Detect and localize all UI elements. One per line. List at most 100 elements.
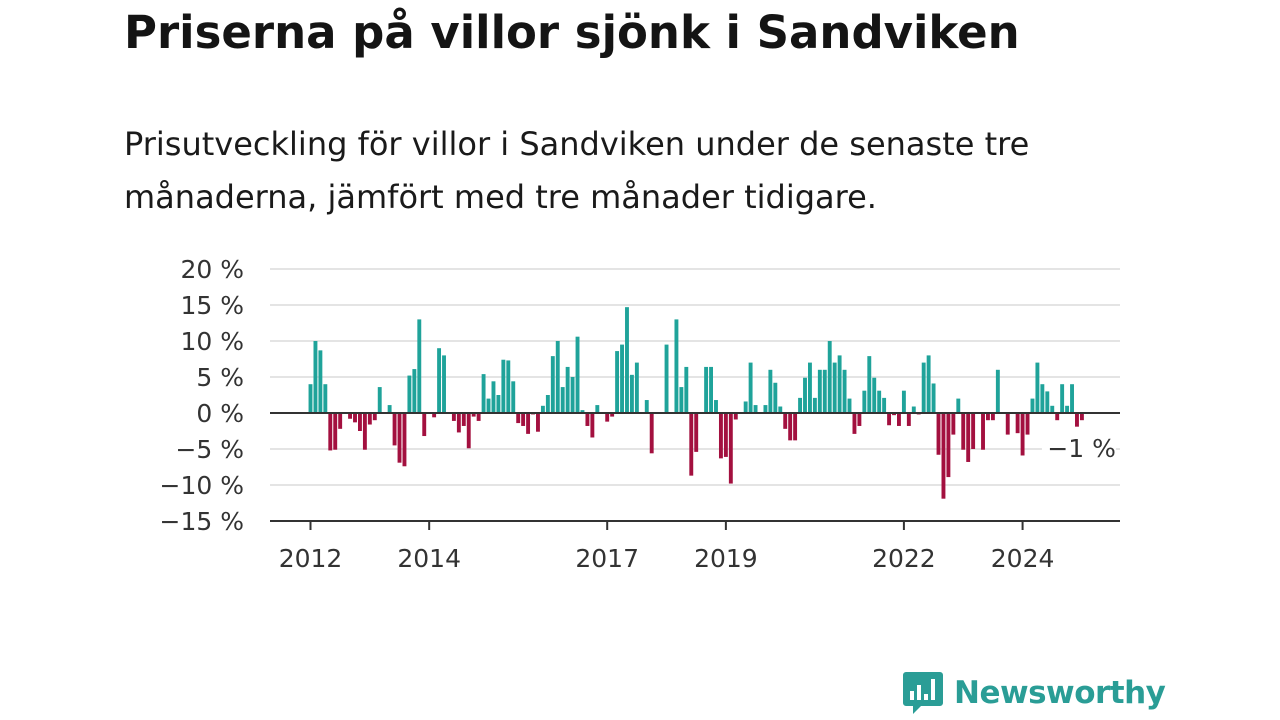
bar — [743, 401, 748, 413]
bar — [1005, 413, 1010, 435]
y-tick-label: 5 % — [196, 363, 244, 392]
bar — [392, 413, 397, 446]
bar — [852, 413, 857, 434]
bar — [372, 413, 377, 421]
bar — [540, 405, 545, 413]
bar — [585, 413, 590, 426]
axes — [270, 412, 1120, 530]
bars — [308, 307, 1084, 499]
bar — [664, 344, 669, 413]
bar — [565, 366, 570, 413]
bar — [338, 413, 343, 429]
bar — [367, 413, 372, 425]
bar — [511, 381, 516, 413]
brand-name: Newsworthy — [954, 675, 1166, 711]
bar — [595, 405, 600, 413]
bar — [718, 413, 723, 459]
bar — [926, 355, 931, 413]
bar — [545, 395, 550, 413]
bar — [684, 366, 689, 413]
bar — [417, 319, 422, 413]
bar — [308, 384, 313, 413]
x-tick-label: 2024 — [991, 544, 1055, 573]
x-tick-label: 2017 — [575, 544, 639, 573]
bar — [753, 405, 758, 413]
newsworthy-logo: Newsworthy — [902, 670, 1166, 716]
bar — [1065, 405, 1070, 413]
bar — [649, 413, 654, 454]
bar — [709, 366, 713, 413]
bar — [1070, 384, 1074, 413]
bar — [1075, 413, 1079, 427]
y-tick-label: −5 % — [175, 435, 244, 464]
bar — [674, 319, 679, 413]
bar — [793, 413, 798, 441]
bar — [1040, 384, 1045, 413]
bar — [733, 413, 738, 420]
bar — [788, 413, 793, 441]
bar — [842, 369, 847, 413]
bar — [882, 397, 887, 413]
bar — [476, 413, 481, 421]
bar — [679, 387, 684, 413]
bar — [560, 387, 565, 413]
bar — [333, 413, 338, 450]
bar — [481, 374, 486, 413]
bar — [362, 413, 367, 450]
bar — [990, 413, 995, 421]
bar — [432, 413, 437, 418]
annotation-background — [1041, 431, 1116, 462]
bar — [714, 400, 718, 413]
bar — [941, 413, 946, 499]
bar — [496, 395, 501, 413]
chart-subtitle: Prisutveckling för villor i Sandviken un… — [124, 125, 1030, 216]
bar — [971, 413, 976, 449]
bar — [689, 413, 694, 476]
last-value-label: −1 % — [1047, 434, 1116, 463]
bar — [644, 400, 649, 413]
bar — [877, 390, 882, 413]
x-tick-label: 2022 — [872, 544, 936, 573]
bar — [377, 387, 382, 413]
bar — [798, 397, 803, 413]
bar — [931, 383, 936, 413]
newsworthy-logo-icon — [903, 672, 943, 714]
bar — [313, 341, 318, 413]
bar — [694, 413, 699, 452]
bar — [847, 398, 852, 413]
bar — [812, 397, 817, 413]
bar — [318, 350, 323, 413]
bar — [986, 413, 990, 421]
bar — [358, 413, 362, 431]
bar — [911, 406, 916, 413]
bar — [1079, 413, 1084, 421]
bar — [887, 413, 892, 426]
bar — [387, 405, 392, 413]
bar — [451, 413, 456, 421]
y-tick-label: −10 % — [160, 471, 244, 500]
bar — [516, 413, 521, 424]
bar — [407, 375, 412, 413]
bar — [961, 413, 966, 450]
bar — [966, 413, 971, 462]
bar — [402, 413, 407, 467]
bar — [466, 413, 471, 449]
bar — [615, 351, 620, 413]
tick-labels: 20 % 15 % 10 % 5 % 0 % −5 % −10 % −15 % 2012 2014… — [160, 255, 1116, 573]
bar — [555, 341, 560, 413]
bar — [471, 413, 476, 417]
y-tick-label: 10 % — [180, 327, 244, 356]
bar — [783, 413, 788, 429]
bar — [728, 413, 733, 484]
bar — [328, 413, 333, 451]
bar — [897, 413, 901, 426]
bar — [625, 307, 629, 413]
bar — [995, 369, 1000, 413]
bar — [817, 369, 822, 413]
bar — [550, 356, 555, 413]
bar — [822, 369, 827, 413]
bar — [704, 366, 709, 413]
bar — [580, 410, 585, 413]
bar — [951, 413, 956, 435]
